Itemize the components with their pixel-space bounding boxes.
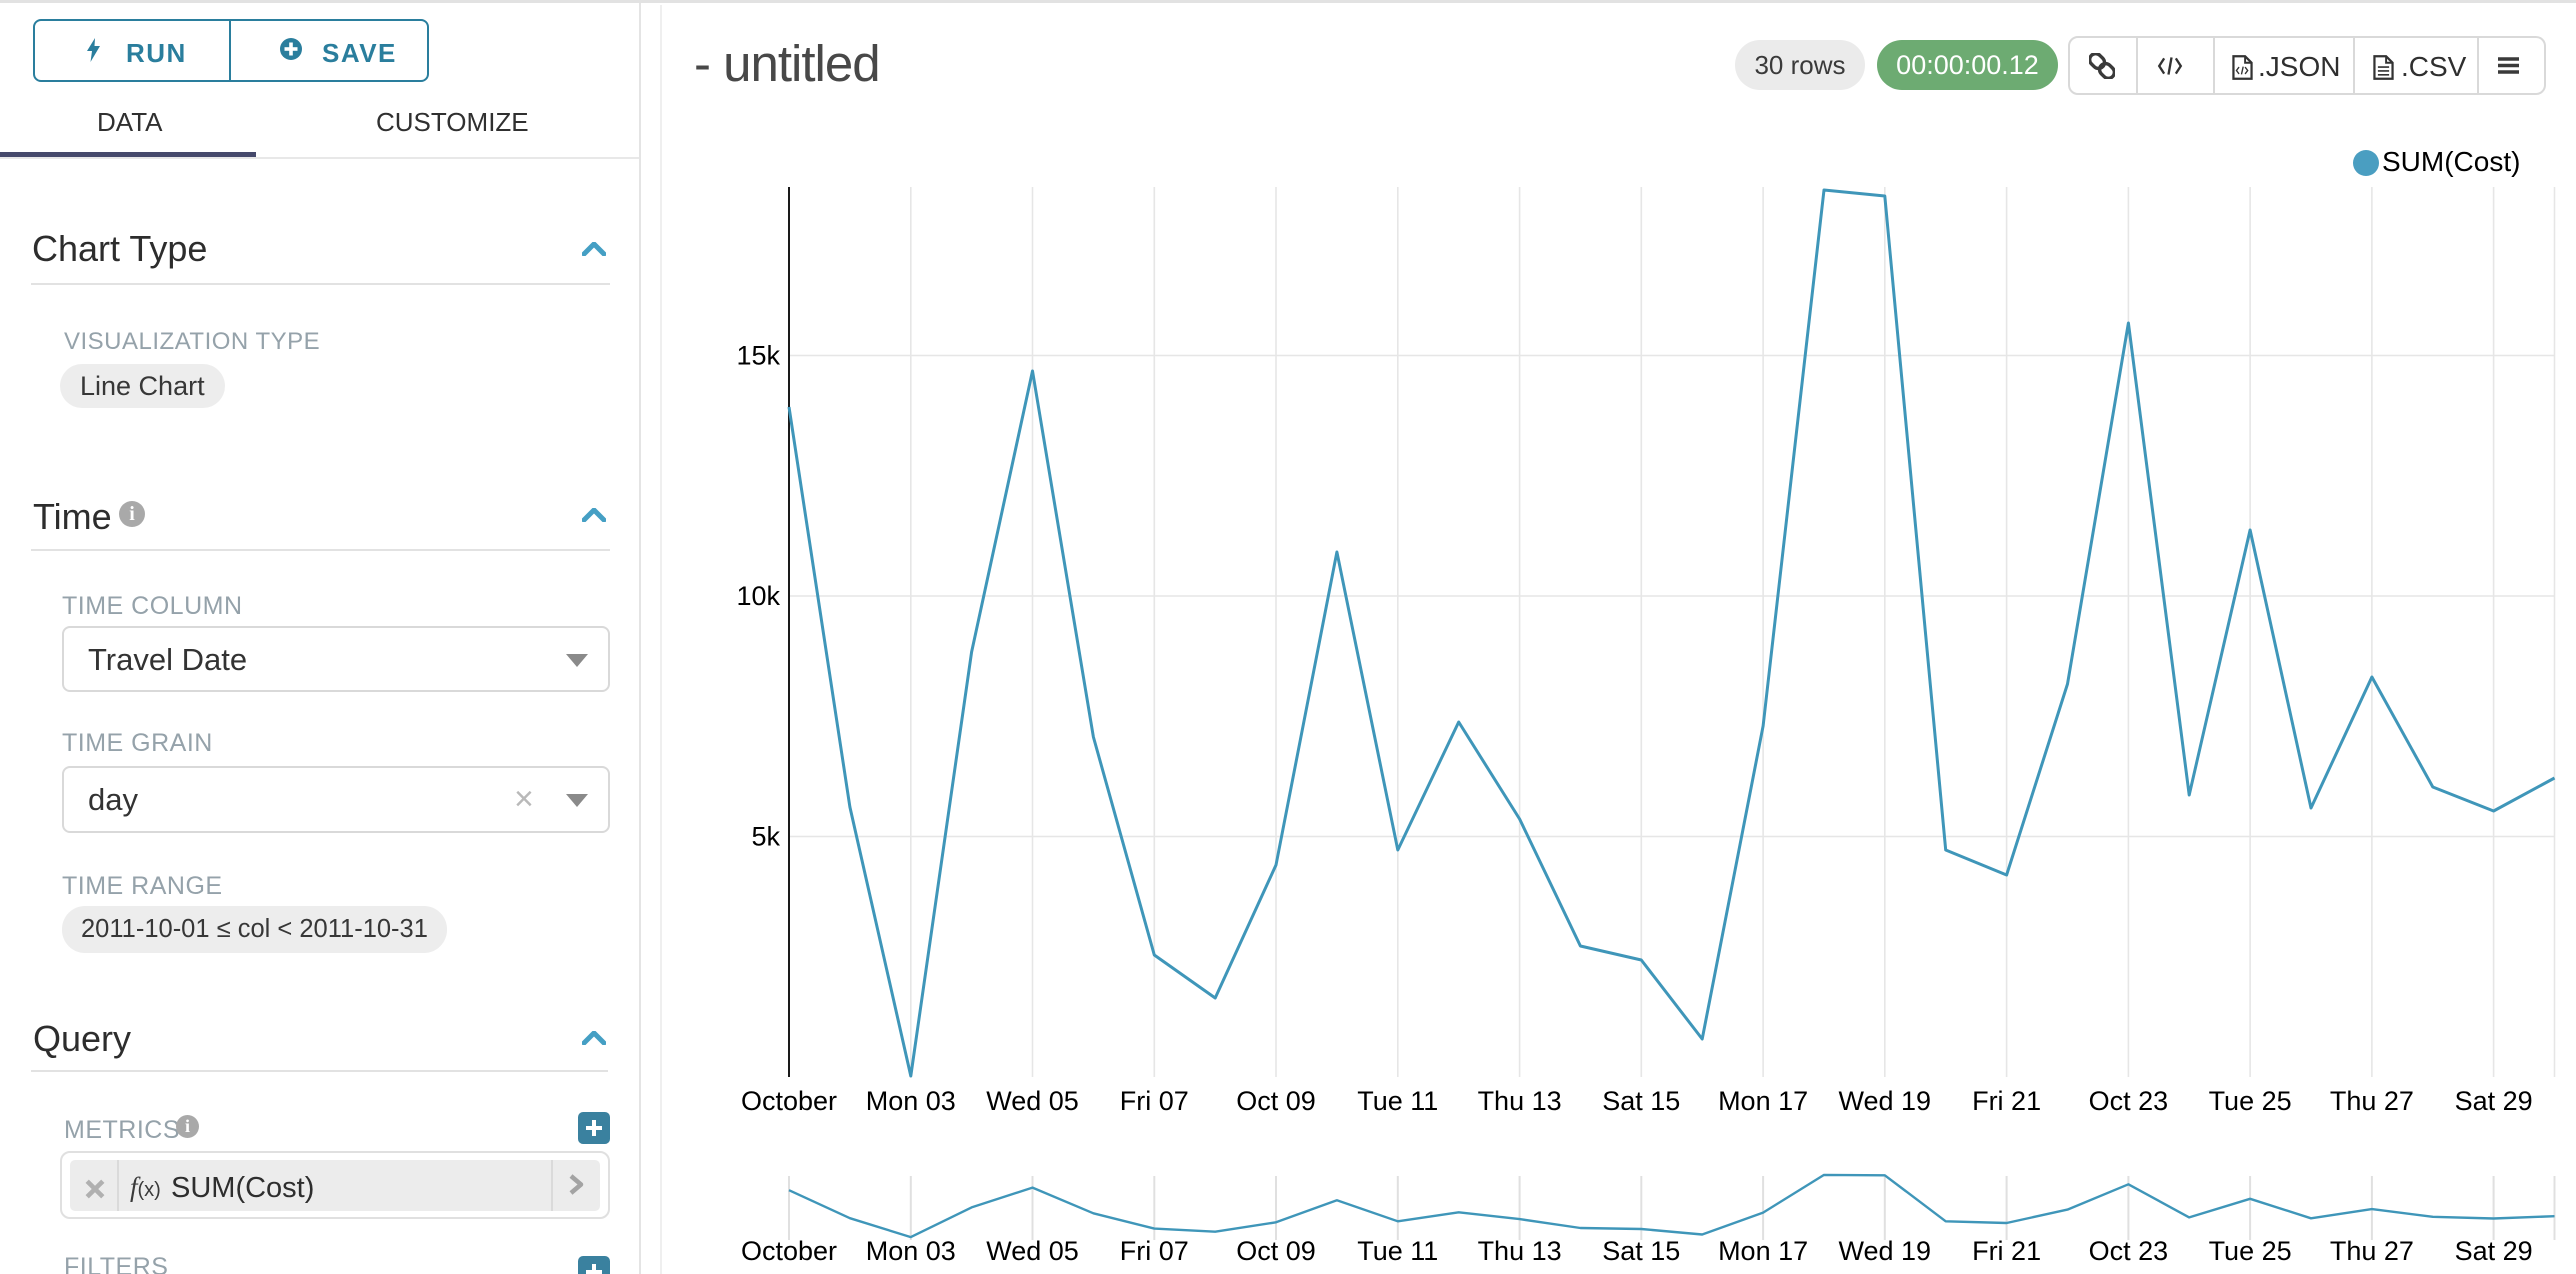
svg-text:Fri 07: Fri 07 <box>1120 1236 1189 1266</box>
svg-text:Mon 03: Mon 03 <box>866 1236 956 1266</box>
svg-text:Oct 23: Oct 23 <box>2089 1236 2169 1266</box>
svg-text:Tue 25: Tue 25 <box>2209 1236 2292 1266</box>
svg-text:October: October <box>741 1086 837 1116</box>
svg-text:Sat 29: Sat 29 <box>2455 1236 2533 1266</box>
svg-text:5k: 5k <box>751 822 780 852</box>
svg-text:October: October <box>741 1236 837 1266</box>
svg-text:Fri 07: Fri 07 <box>1120 1086 1189 1116</box>
svg-text:Oct 23: Oct 23 <box>2089 1086 2169 1116</box>
svg-text:Wed 19: Wed 19 <box>1839 1236 1932 1266</box>
svg-text:Thu 13: Thu 13 <box>1478 1086 1562 1116</box>
svg-text:Thu 27: Thu 27 <box>2330 1086 2414 1116</box>
svg-text:Wed 05: Wed 05 <box>986 1086 1079 1116</box>
svg-text:Tue 25: Tue 25 <box>2209 1086 2292 1116</box>
svg-text:Tue 11: Tue 11 <box>1357 1086 1438 1116</box>
svg-text:Sat 15: Sat 15 <box>1602 1086 1680 1116</box>
svg-text:Mon 03: Mon 03 <box>866 1086 956 1116</box>
svg-text:Tue 11: Tue 11 <box>1357 1236 1438 1266</box>
svg-text:Fri 21: Fri 21 <box>1972 1086 2041 1116</box>
svg-text:Wed 19: Wed 19 <box>1839 1086 1932 1116</box>
svg-text:Fri 21: Fri 21 <box>1972 1236 2041 1266</box>
svg-text:Oct 09: Oct 09 <box>1236 1236 1316 1266</box>
svg-text:10k: 10k <box>736 581 780 611</box>
svg-text:Sat 29: Sat 29 <box>2455 1086 2533 1116</box>
svg-text:Oct 09: Oct 09 <box>1236 1086 1316 1116</box>
svg-text:Sat 15: Sat 15 <box>1602 1236 1680 1266</box>
svg-text:Thu 27: Thu 27 <box>2330 1236 2414 1266</box>
svg-text:Wed 05: Wed 05 <box>986 1236 1079 1266</box>
svg-text:Mon 17: Mon 17 <box>1718 1236 1808 1266</box>
svg-text:Thu 13: Thu 13 <box>1478 1236 1562 1266</box>
svg-text:Mon 17: Mon 17 <box>1718 1086 1808 1116</box>
svg-text:15k: 15k <box>736 341 780 371</box>
